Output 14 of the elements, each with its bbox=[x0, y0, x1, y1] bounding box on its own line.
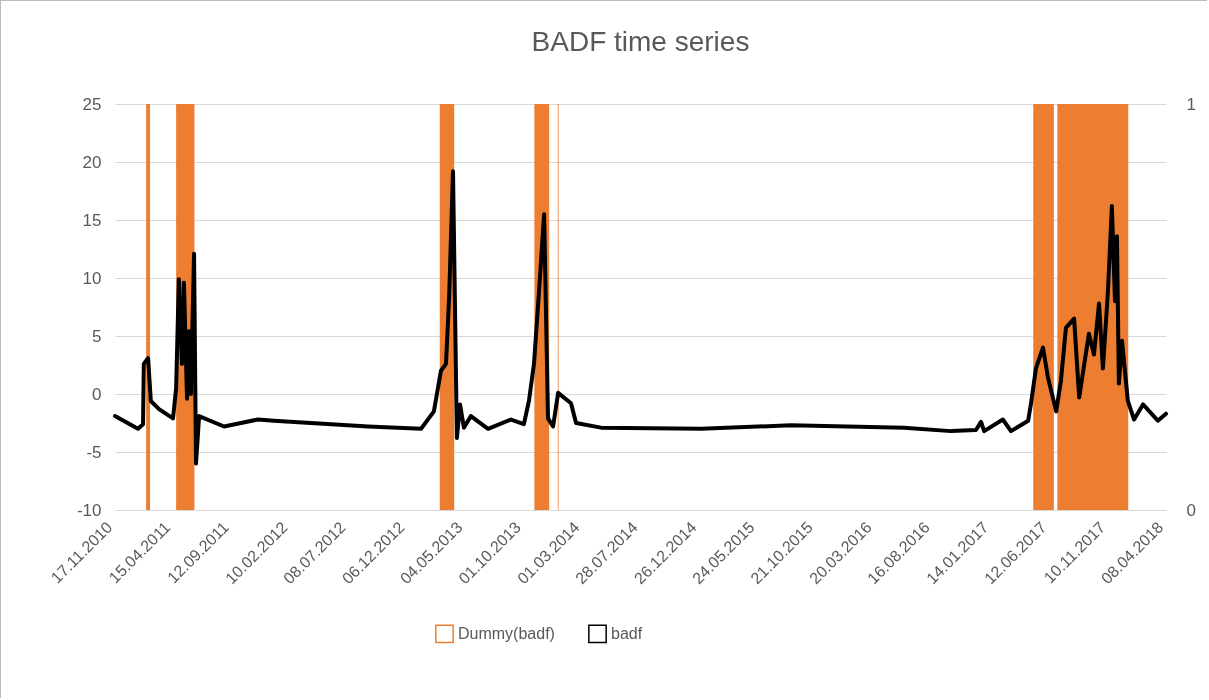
y-tick-label: -5 bbox=[86, 442, 102, 462]
y-tick-label: 20 bbox=[82, 152, 102, 172]
y-tick-label: 10 bbox=[82, 268, 102, 288]
y-tick-label: 25 bbox=[82, 94, 102, 114]
line-series bbox=[113, 169, 1168, 466]
legend-label: Dummy(badf) bbox=[458, 624, 555, 642]
y2-tick-label: 0 bbox=[1186, 500, 1196, 520]
y-tick-label: 15 bbox=[82, 210, 102, 230]
y2-tick-label: 1 bbox=[1186, 94, 1196, 114]
y-tick-label: 5 bbox=[92, 326, 102, 346]
y-tick-label: 0 bbox=[92, 384, 102, 404]
y-tick-label: -10 bbox=[76, 500, 102, 520]
legend-label: badf bbox=[611, 624, 643, 642]
chart-title: BADF time series bbox=[531, 26, 750, 57]
